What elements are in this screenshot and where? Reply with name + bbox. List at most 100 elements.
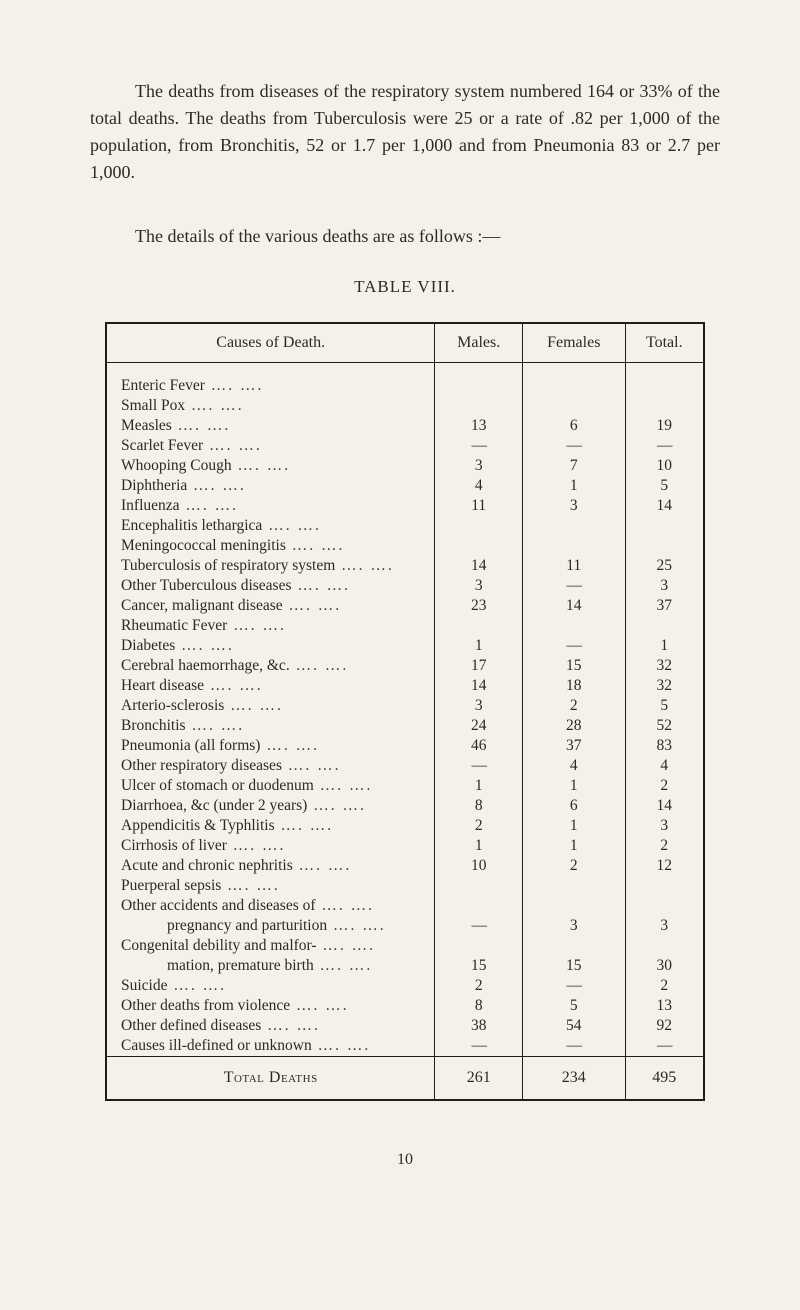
footer-label: Total Deaths (106, 1057, 435, 1101)
cause-cell: Causes ill-defined or unknown …. …. (106, 1036, 435, 1057)
leader-dots: …. …. (224, 697, 283, 714)
cause-cell: Cancer, malignant disease …. …. (106, 596, 435, 616)
females-cell: 7 (523, 456, 626, 476)
females-cell: 1 (523, 836, 626, 856)
leader-dots: …. …. (232, 457, 291, 474)
table-label: TABLE VIII. (90, 277, 720, 297)
males-cell: — (435, 756, 523, 776)
males-cell: 2 (435, 816, 523, 836)
table-row: Scarlet Fever …. ….——— (106, 436, 704, 456)
cause-cell: Other defined diseases …. …. (106, 1016, 435, 1036)
total-cell: 2 (625, 976, 704, 996)
leader-dots: …. …. (282, 757, 341, 774)
table-row: Other respiratory diseases …. ….—44 (106, 756, 704, 776)
males-cell (435, 896, 523, 916)
table-row: Cirrhosis of liver …. ….112 (106, 836, 704, 856)
females-cell: 28 (523, 716, 626, 736)
table-row: Causes ill-defined or unknown …. ….——— (106, 1036, 704, 1057)
females-cell: 6 (523, 796, 626, 816)
males-cell: 2 (435, 976, 523, 996)
cause-cell: Whooping Cough …. …. (106, 456, 435, 476)
leader-dots: …. …. (283, 597, 342, 614)
leader-dots: …. …. (227, 617, 286, 634)
total-cell (625, 396, 704, 416)
leader-dots: …. …. (290, 997, 349, 1014)
total-cell: 32 (625, 656, 704, 676)
females-cell (523, 936, 626, 956)
females-cell: 18 (523, 676, 626, 696)
table-row: Other accidents and diseases of …. …. (106, 896, 704, 916)
leader-dots: …. …. (204, 677, 263, 694)
males-cell: 1 (435, 776, 523, 796)
cause-cell: Other respiratory diseases …. …. (106, 756, 435, 776)
total-cell: 3 (625, 916, 704, 936)
males-cell: 8 (435, 796, 523, 816)
total-cell: 10 (625, 456, 704, 476)
males-cell: 1 (435, 836, 523, 856)
total-cell: 52 (625, 716, 704, 736)
total-cell: 1 (625, 636, 704, 656)
females-cell: — (523, 976, 626, 996)
table-row: Other deaths from violence …. ….8513 (106, 996, 704, 1016)
females-cell: — (523, 636, 626, 656)
total-cell: 83 (625, 736, 704, 756)
males-cell: 3 (435, 456, 523, 476)
leader-dots: …. …. (262, 517, 321, 534)
females-cell: — (523, 1036, 626, 1057)
cause-cell: Small Pox …. …. (106, 396, 435, 416)
cause-cell: Enteric Fever …. …. (106, 363, 435, 397)
total-cell: 3 (625, 576, 704, 596)
females-cell: 1 (523, 476, 626, 496)
females-cell (523, 536, 626, 556)
leader-dots: …. …. (185, 397, 244, 414)
females-cell: 2 (523, 856, 626, 876)
total-cell (625, 876, 704, 896)
table-row: Rheumatic Fever …. …. (106, 616, 704, 636)
table-row: Influenza …. ….11314 (106, 496, 704, 516)
females-cell (523, 396, 626, 416)
cause-cell: Bronchitis …. …. (106, 716, 435, 736)
males-cell: — (435, 436, 523, 456)
leader-dots: …. …. (314, 957, 373, 974)
total-cell: 30 (625, 956, 704, 976)
males-cell: 10 (435, 856, 523, 876)
females-cell: 14 (523, 596, 626, 616)
males-cell (435, 876, 523, 896)
leader-dots: …. …. (227, 837, 286, 854)
total-cell: 32 (625, 676, 704, 696)
total-cell: 19 (625, 416, 704, 436)
col-head-cause: Causes of Death. (106, 323, 435, 363)
total-cell (625, 363, 704, 397)
leader-dots: …. …. (187, 477, 246, 494)
females-cell: 1 (523, 816, 626, 836)
cause-cell: Rheumatic Fever …. …. (106, 616, 435, 636)
females-cell: — (523, 576, 626, 596)
cause-cell: Measles …. …. (106, 416, 435, 436)
total-cell (625, 536, 704, 556)
females-cell (523, 363, 626, 397)
leader-dots: …. …. (335, 557, 394, 574)
leader-dots: …. …. (307, 797, 366, 814)
cause-cell: Cerebral haemorrhage, &c. …. …. (106, 656, 435, 676)
cause-cell: Puerperal sepsis …. …. (106, 876, 435, 896)
males-cell: 4 (435, 476, 523, 496)
leader-dots: …. …. (203, 437, 262, 454)
subheading: The details of the various deaths are as… (90, 226, 720, 247)
table-row: Encephalitis lethargica …. …. (106, 516, 704, 536)
table-row: Diphtheria …. ….415 (106, 476, 704, 496)
table-row: Diarrhoea, &c (under 2 years) …. ….8614 (106, 796, 704, 816)
leader-dots: …. …. (275, 817, 334, 834)
males-cell: 11 (435, 496, 523, 516)
leader-dots: …. …. (290, 657, 349, 674)
cause-cell: Diarrhoea, &c (under 2 years) …. …. (106, 796, 435, 816)
cause-cell: Heart disease …. …. (106, 676, 435, 696)
males-cell: 15 (435, 956, 523, 976)
table-row: Suicide …. ….2—2 (106, 976, 704, 996)
males-cell (435, 936, 523, 956)
leader-dots: …. …. (168, 977, 227, 994)
table-row: Tuberculosis of respiratory system …. ….… (106, 556, 704, 576)
males-cell (435, 396, 523, 416)
females-cell: 15 (523, 956, 626, 976)
total-cell (625, 936, 704, 956)
total-cell: 92 (625, 1016, 704, 1036)
